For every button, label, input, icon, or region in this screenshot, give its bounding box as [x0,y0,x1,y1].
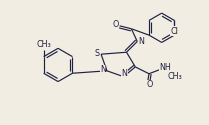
Text: CH₃: CH₃ [167,72,182,81]
Text: O: O [113,20,119,29]
Text: N: N [100,65,106,74]
Text: CH₃: CH₃ [36,40,51,49]
Text: N: N [138,37,144,46]
Text: O: O [147,80,153,89]
Text: Cl: Cl [171,27,178,36]
Text: N: N [122,69,127,78]
Text: NH: NH [160,63,172,72]
Text: S: S [95,49,100,58]
